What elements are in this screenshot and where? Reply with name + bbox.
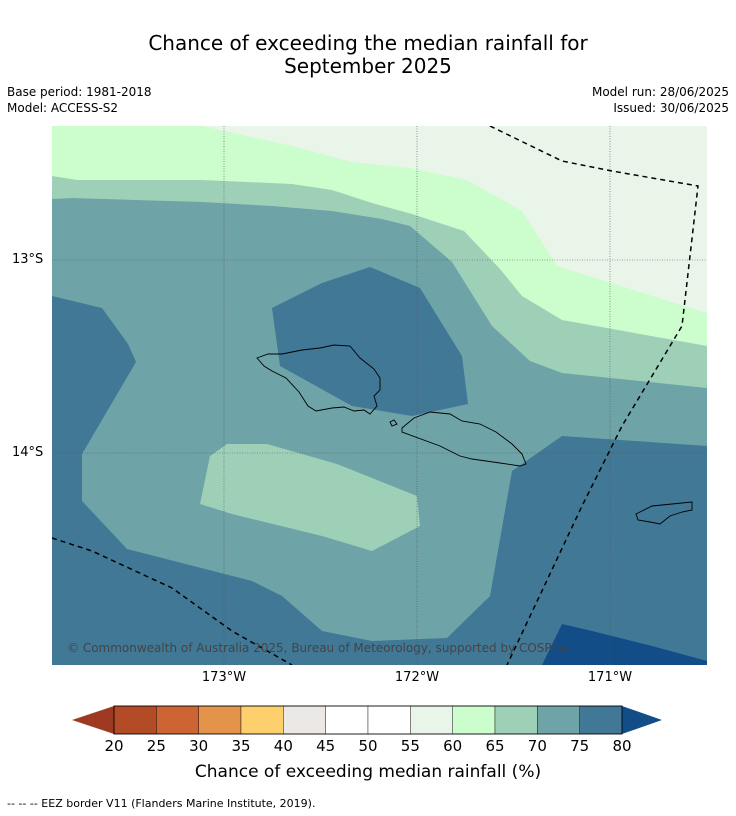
eez-borders (52, 126, 699, 665)
colorbar (72, 705, 662, 735)
islet-manono (389, 419, 398, 427)
lat-label-14s: 14°S (12, 445, 44, 460)
colorbar-under-arrow (72, 706, 114, 734)
colorbar-label: Chance of exceeding median rainfall (%) (194, 762, 542, 782)
colorbar-bin (494, 705, 538, 735)
lat-label-13s: 13°S (12, 252, 44, 267)
colorbar-bin (537, 705, 580, 735)
zone-55-60 (52, 126, 707, 313)
colorbar-tick-label: 55 (400, 737, 420, 755)
colorbar-bin (156, 705, 199, 735)
colorbar-tick-label: 45 (316, 737, 336, 755)
coastlines (256, 344, 693, 525)
meta-left: Base period: 1981-2018 Model: ACCESS-S2 (7, 84, 152, 116)
chart-title-line-1: Chance of exceeding the median rainfall … (148, 31, 588, 55)
base-period-text: Base period: 1981-2018 (7, 85, 152, 99)
forecast-map: © Commonwealth of Australia 2025, Bureau… (52, 126, 707, 665)
lon-label-172w: 172°W (394, 670, 440, 685)
colorbar-tick-label: 20 (104, 737, 124, 755)
colorbar-bin (367, 705, 411, 735)
colorbar-outline (113, 705, 623, 735)
zone-55-60-corner (492, 126, 707, 266)
colorbar-tick-label: 80 (612, 737, 632, 755)
colorbar-tick-label: 30 (189, 737, 209, 755)
copyright-text: © Commonwealth of Australia 2025, Bureau… (67, 641, 573, 655)
zone-80-plus (542, 624, 707, 665)
colorbar-tick-label: 75 (570, 737, 590, 755)
colorbar-tick-label: 60 (443, 737, 463, 755)
eez-border-ne (489, 126, 699, 665)
colorbar-bin (325, 705, 369, 735)
island-tutuila (635, 501, 693, 525)
model-text: Model: ACCESS-S2 (7, 101, 119, 115)
colorbar-over-arrow (622, 706, 662, 734)
chart-title-line-2: September 2025 (284, 54, 452, 78)
island-savaii (256, 344, 381, 415)
meta-right: Model run: 28/06/2025 Issued: 30/06/2025 (592, 84, 729, 116)
colorbar-tick-label: 65 (485, 737, 505, 755)
colorbar-tick-label: 35 (231, 737, 251, 755)
colorbar-bin (240, 705, 284, 735)
eez-border-sw (52, 537, 293, 665)
colorbar-bins (113, 705, 623, 735)
colorbar-tick-label: 70 (527, 737, 547, 755)
model-run-text: Model run: 28/06/2025 (591, 85, 729, 99)
lon-label-171w: 171°W (587, 670, 633, 685)
colorbar-bin (198, 705, 242, 735)
colorbar-tick-label: 50 (358, 737, 378, 755)
colorbar-bin (452, 705, 496, 735)
footnote-text: -- -- -- EEZ border V11 (Flanders Marine… (7, 797, 316, 810)
colorbar-tick-label: 40 (273, 737, 293, 755)
zone-75-80-inner (272, 267, 468, 416)
zone-65-70-inner (200, 444, 420, 551)
colorbar-bin (410, 705, 453, 735)
colorbar-bin (283, 705, 326, 735)
colorbar-bin (579, 705, 623, 735)
colorbar-bin (113, 705, 157, 735)
issued-text: Issued: 30/06/2025 (613, 101, 729, 115)
colorbar-tick-label: 25 (146, 737, 166, 755)
graticule (52, 126, 707, 665)
chart-title: Chance of exceeding the median rainfall … (0, 32, 736, 78)
forecast-map-svg (52, 126, 707, 665)
lon-label-173w: 173°W (201, 670, 247, 685)
island-upolu (401, 411, 527, 467)
